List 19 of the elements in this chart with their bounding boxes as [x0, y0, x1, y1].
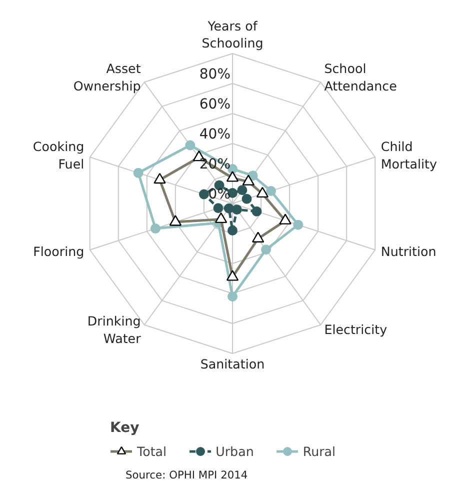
legend-title: Key: [110, 420, 140, 436]
y-tick-label: 60%: [199, 96, 231, 112]
y-tick-label: 80%: [199, 66, 231, 82]
spoke-label: Asset Ownership: [73, 61, 141, 94]
spoke-label: Years of Schooling: [202, 18, 264, 50]
legend-label: Rural: [302, 444, 336, 458]
spoke-label: School Attendance: [324, 61, 398, 94]
legend-label: Total: [137, 444, 167, 458]
spoke-label: Cooking Fuel: [32, 139, 84, 172]
y-tick-label: 0%: [208, 186, 231, 202]
spoke-label: Flooring: [33, 244, 84, 260]
legend-label: Urban: [216, 444, 254, 458]
source-note: Source: OPHI MPI 2014: [126, 468, 248, 482]
spoke-label: Drinking Water: [87, 314, 142, 346]
spoke-label: Electricity: [324, 322, 388, 338]
spoke-label: Child Mortality: [380, 139, 438, 172]
spoke-label: Sanitation: [200, 356, 265, 372]
y-tick-label: 40%: [199, 126, 231, 142]
spoke-label: Nutrition: [380, 244, 436, 260]
